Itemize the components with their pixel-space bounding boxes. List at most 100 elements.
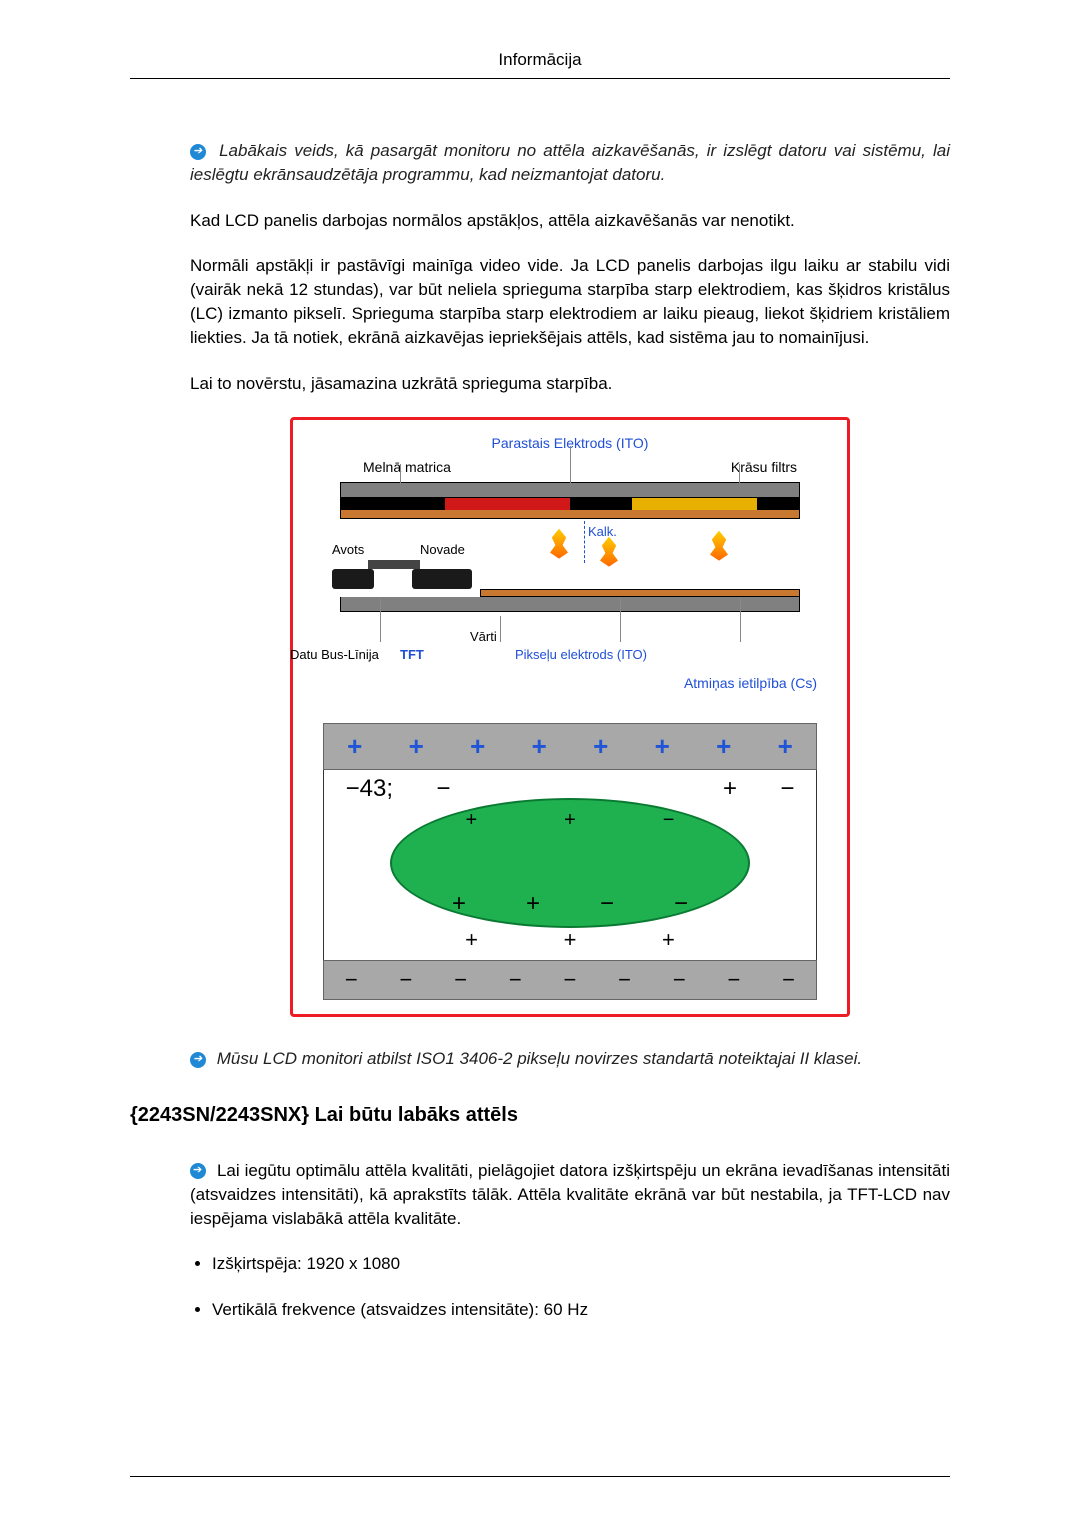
pointer-line xyxy=(500,616,501,642)
minus-icon: − xyxy=(436,772,450,806)
pixel-electrode-label: Pikseļu elektrods (ITO) xyxy=(515,646,647,664)
paragraph-2: Normāli apstākļi ir pastāvīgi mainīga vi… xyxy=(190,254,950,349)
plus-icon: + xyxy=(465,925,478,956)
plus-icon: + xyxy=(778,728,793,764)
pointer-line xyxy=(740,598,741,642)
minus-icon: − xyxy=(663,806,675,834)
plus-icon: + xyxy=(465,806,477,834)
list-item: Vertikālā frekvence (atsvaidzes intensit… xyxy=(212,1298,950,1322)
header-title: Informācija xyxy=(498,50,581,69)
bottom-plate: − − − − − − − − − xyxy=(323,960,817,1000)
page: Informācija Labākais veids, kā pasargāt … xyxy=(0,0,1080,1527)
minus-icon: − xyxy=(673,965,686,996)
diagram-layer-stack: Kalk. Avots Novade xyxy=(340,482,800,666)
pointer-line xyxy=(739,464,740,484)
lc-gap: Kalk. Avots Novade xyxy=(340,519,800,589)
pointer-line xyxy=(620,598,621,642)
plus-icon: + xyxy=(716,728,731,764)
plus-icon: + xyxy=(593,728,608,764)
plus-icon: + xyxy=(347,728,362,764)
minus-icon: − xyxy=(564,965,577,996)
section-title: {2243SN/2243SNX} Lai būtu labāks attēls xyxy=(130,1101,950,1129)
minus-icon: − xyxy=(345,965,358,996)
plus-icon: + xyxy=(526,887,540,921)
plus-icon: + xyxy=(409,728,424,764)
arrow-icon xyxy=(190,144,206,160)
minus-icon: − xyxy=(727,965,740,996)
ellipse-bottom-row: + + − − xyxy=(422,887,718,921)
pointer-line xyxy=(570,446,571,484)
dielectric-gap: −43; − − − − − + − + + − xyxy=(323,770,817,960)
ito-common-layer xyxy=(340,510,800,519)
tft-label: TFT xyxy=(400,646,424,664)
lc-crystal-icon xyxy=(550,529,568,559)
lc-crystal-icon xyxy=(600,537,618,567)
arrow-icon xyxy=(190,1163,206,1179)
minus-icon: − xyxy=(674,887,688,921)
pointer-line xyxy=(380,598,381,642)
content-area: Labākais veids, kā pasargāt monitoru no … xyxy=(190,139,950,1322)
black-matrix xyxy=(570,498,632,510)
minus-icon: − xyxy=(780,772,794,806)
plus-icon: + xyxy=(564,925,577,956)
plus-icon: + xyxy=(564,806,576,834)
diagram-capacitor: + + + + + + + + −43; − − − − xyxy=(303,723,837,1000)
note-block-1: Labākais veids, kā pasargāt monitoru no … xyxy=(190,139,950,187)
glass-layer xyxy=(340,482,800,498)
lcd-diagram: Parastais Elektrods (ITO) Melnā matrica … xyxy=(290,417,850,1017)
kalk-pointer xyxy=(584,521,586,563)
charge-ellipse: + + − + + − − xyxy=(390,798,750,928)
plus-below-row: + + + xyxy=(422,925,717,956)
diagram-cross-section: Parastais Elektrods (ITO) Melnā matrica … xyxy=(303,434,837,693)
black-matrix xyxy=(757,498,799,510)
plus-icon: + xyxy=(662,925,675,956)
note-block-3: Lai iegūtu optimālu attēla kvalitāti, pi… xyxy=(190,1159,950,1230)
minus-icon: − xyxy=(782,965,795,996)
note-3-text: Lai iegūtu optimālu attēla kvalitāti, pi… xyxy=(190,1161,950,1228)
data-bus-label: Datu Bus-Līnija xyxy=(290,646,379,664)
note-block-2: Mūsu LCD monitori atbilst ISO1 3406-2 pi… xyxy=(190,1047,950,1071)
paragraph-3: Lai to novērstu, jāsamazina uzkrātā spri… xyxy=(190,372,950,396)
glass-bottom-layer xyxy=(340,597,800,612)
red-filter xyxy=(445,498,570,510)
source-box xyxy=(332,569,374,589)
minus-icon: − xyxy=(618,965,631,996)
memory-capacity-label: Atmiņas ietilpība (Cs) xyxy=(303,674,837,694)
diagram-right-label: Krāsu filtrs xyxy=(731,458,797,478)
pixel-electrode-row xyxy=(340,589,800,597)
note-2-text: Mūsu LCD monitori atbilst ISO1 3406-2 pi… xyxy=(217,1049,862,1068)
gate-bar xyxy=(368,560,420,569)
plus-icon: + xyxy=(532,728,547,764)
minus-icon: − xyxy=(600,887,614,921)
minus-icon: − xyxy=(454,965,467,996)
page-header: Informācija xyxy=(130,50,950,79)
plus-icon: + xyxy=(452,887,466,921)
spec-list: Izšķirtspēja: 1920 x 1080 Vertikālā frek… xyxy=(190,1252,950,1322)
plus-icon: + xyxy=(470,728,485,764)
arrow-icon xyxy=(190,1052,206,1068)
lc-crystal-icon xyxy=(710,531,728,561)
top-plate: + + + + + + + + xyxy=(323,723,817,770)
varti-label: Vārti xyxy=(470,628,497,646)
plus-icon: + xyxy=(723,772,737,806)
avots-label: Avots xyxy=(332,541,364,559)
pointer-line xyxy=(400,464,401,484)
list-item: Izšķirtspēja: 1920 x 1080 xyxy=(212,1252,950,1276)
diagram-left-label: Melnā matrica xyxy=(363,458,451,478)
footer-divider xyxy=(130,1476,950,1477)
novade-label: Novade xyxy=(420,541,465,559)
minus-icon: −43; xyxy=(346,772,393,806)
note-1-text: Labākais veids, kā pasargāt monitoru no … xyxy=(190,141,950,184)
color-filter-row xyxy=(340,498,800,510)
minus-icon: − xyxy=(400,965,413,996)
kalk-label: Kalk. xyxy=(588,523,617,541)
black-matrix xyxy=(341,498,445,510)
bottom-label-row: Vārti Datu Bus-Līnija TFT Pikseļu elektr… xyxy=(340,616,800,666)
minus-icon: − xyxy=(509,965,522,996)
ellipse-top-row: + + − xyxy=(422,806,718,834)
plus-icon: + xyxy=(655,728,670,764)
drain-box xyxy=(412,569,472,589)
pixel-electrode-layer xyxy=(480,589,800,597)
paragraph-1: Kad LCD panelis darbojas normālos apstāk… xyxy=(190,209,950,233)
yellow-filter xyxy=(632,498,757,510)
